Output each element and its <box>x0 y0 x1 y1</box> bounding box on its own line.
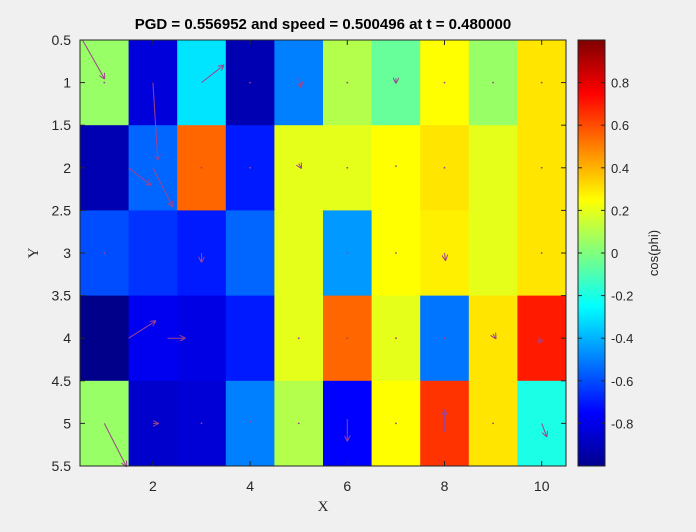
heatmap-cell <box>80 295 130 382</box>
chart-title: PGD = 0.556952 and speed = 0.500496 at t… <box>135 16 512 33</box>
y-tick-label: 4 <box>63 330 71 346</box>
quiver-arrow <box>103 423 126 466</box>
heatmap-cell <box>468 210 518 297</box>
colorbar-tick-label: -0.6 <box>611 374 633 389</box>
quiver-arrow <box>539 338 541 342</box>
quiver-dot <box>346 166 349 169</box>
y-tick-label: 3.5 <box>52 288 72 304</box>
quiver-arrow <box>128 321 156 339</box>
quiver-dot <box>200 166 203 169</box>
heatmap-cell <box>274 125 324 211</box>
y-axis: 0.5 1 1.5 2 2.5 3 3.5 4 4.5 5 5.5 <box>52 32 566 474</box>
colorbar-tick-label: -0.4 <box>611 331 633 346</box>
heatmap-cell <box>128 210 178 297</box>
colorbar-ticks: -0.8 -0.6 -0.4 -0.2 0 0.2 0.4 0.6 0.8 <box>578 76 633 431</box>
heatmap-cell <box>274 40 324 126</box>
x-tick-label: 8 <box>441 478 449 494</box>
quiver-dot <box>492 81 494 84</box>
heatmap-cell <box>371 40 421 126</box>
heatmap-cell <box>225 210 275 297</box>
quiver-dot <box>395 337 397 340</box>
quiver-arrow <box>493 334 495 338</box>
quiver-arrow <box>445 252 446 260</box>
quiver-arrow <box>128 167 151 185</box>
quiver-dot <box>200 422 203 425</box>
quiver-dot <box>346 252 349 254</box>
heatmap-cell <box>468 125 518 211</box>
x-axis: 2 4 6 8 10 <box>149 40 550 494</box>
quiver-dot <box>297 422 300 425</box>
colorbar-tick-label: -0.2 <box>611 289 633 304</box>
colorbar-tick-label: 0.2 <box>611 203 629 218</box>
y-tick-label: 2.5 <box>52 202 72 218</box>
quiver-arrow <box>201 66 224 83</box>
quiver-dot <box>395 252 397 254</box>
quiver-arrow <box>81 39 104 78</box>
x-tick-label: 6 <box>343 478 351 494</box>
quiver-dot <box>443 81 446 84</box>
x-tick-label: 10 <box>534 478 550 494</box>
quiver-dot <box>492 422 494 425</box>
quiver-dot <box>443 337 446 340</box>
x-tick-label: 4 <box>246 478 254 494</box>
quiver-dot <box>249 420 252 423</box>
quiver-dot <box>297 337 300 340</box>
quiver-dot <box>540 81 543 84</box>
y-tick-label: 4.5 <box>52 373 72 389</box>
heatmap-cell <box>225 380 275 467</box>
y-tick-label: 5 <box>63 415 71 431</box>
y-tick-label: 1 <box>63 75 71 91</box>
quiver-dot <box>443 166 446 169</box>
colorbar-tick-label: 0.4 <box>611 161 629 176</box>
heatmap-cell <box>225 295 275 382</box>
quiver-arrow <box>152 167 172 206</box>
heatmap-cell <box>177 295 227 382</box>
quiver-dot <box>346 81 349 84</box>
quiver-dot <box>249 81 252 84</box>
heatmap-cell <box>468 295 518 382</box>
heatmap-cell <box>274 210 324 297</box>
quiver-arrow <box>541 423 547 436</box>
quiver-dot <box>540 166 543 169</box>
quiver-dot <box>540 252 543 254</box>
quiver-arrows <box>81 39 547 466</box>
colorbar-tick-label: 0.6 <box>611 118 629 133</box>
quiver-arrow <box>299 164 301 168</box>
colorbar-tick-label: -0.8 <box>611 416 633 431</box>
colorbar-tick-label: 0 <box>611 246 618 261</box>
colorbar <box>577 39 606 467</box>
y-tick-label: 0.5 <box>52 32 72 48</box>
x-axis-label: X <box>318 499 329 515</box>
heatmap-cells <box>80 40 567 467</box>
y-tick-label: 1.5 <box>52 117 72 133</box>
colorbar-tick-label: 0.8 <box>611 76 629 91</box>
y-tick-label: 2 <box>63 160 71 176</box>
quiver-dot <box>249 166 252 169</box>
quiver-dot <box>395 422 397 425</box>
y-axis-label: Y <box>26 247 42 258</box>
heatmap-cell <box>80 125 130 211</box>
quiver-dot <box>346 337 349 340</box>
x-tick-label: 2 <box>149 478 157 494</box>
quiver-dot <box>103 252 106 254</box>
quiver-dot <box>103 81 106 84</box>
y-tick-label: 3 <box>63 245 71 261</box>
heatmap-cell <box>371 125 421 211</box>
quiver-arrow <box>299 78 301 87</box>
quiver-arrow <box>152 82 158 160</box>
colorbar-label: cos(phi) <box>646 230 661 276</box>
y-tick-label: 5.5 <box>52 458 72 474</box>
quiver-dot <box>395 165 397 167</box>
